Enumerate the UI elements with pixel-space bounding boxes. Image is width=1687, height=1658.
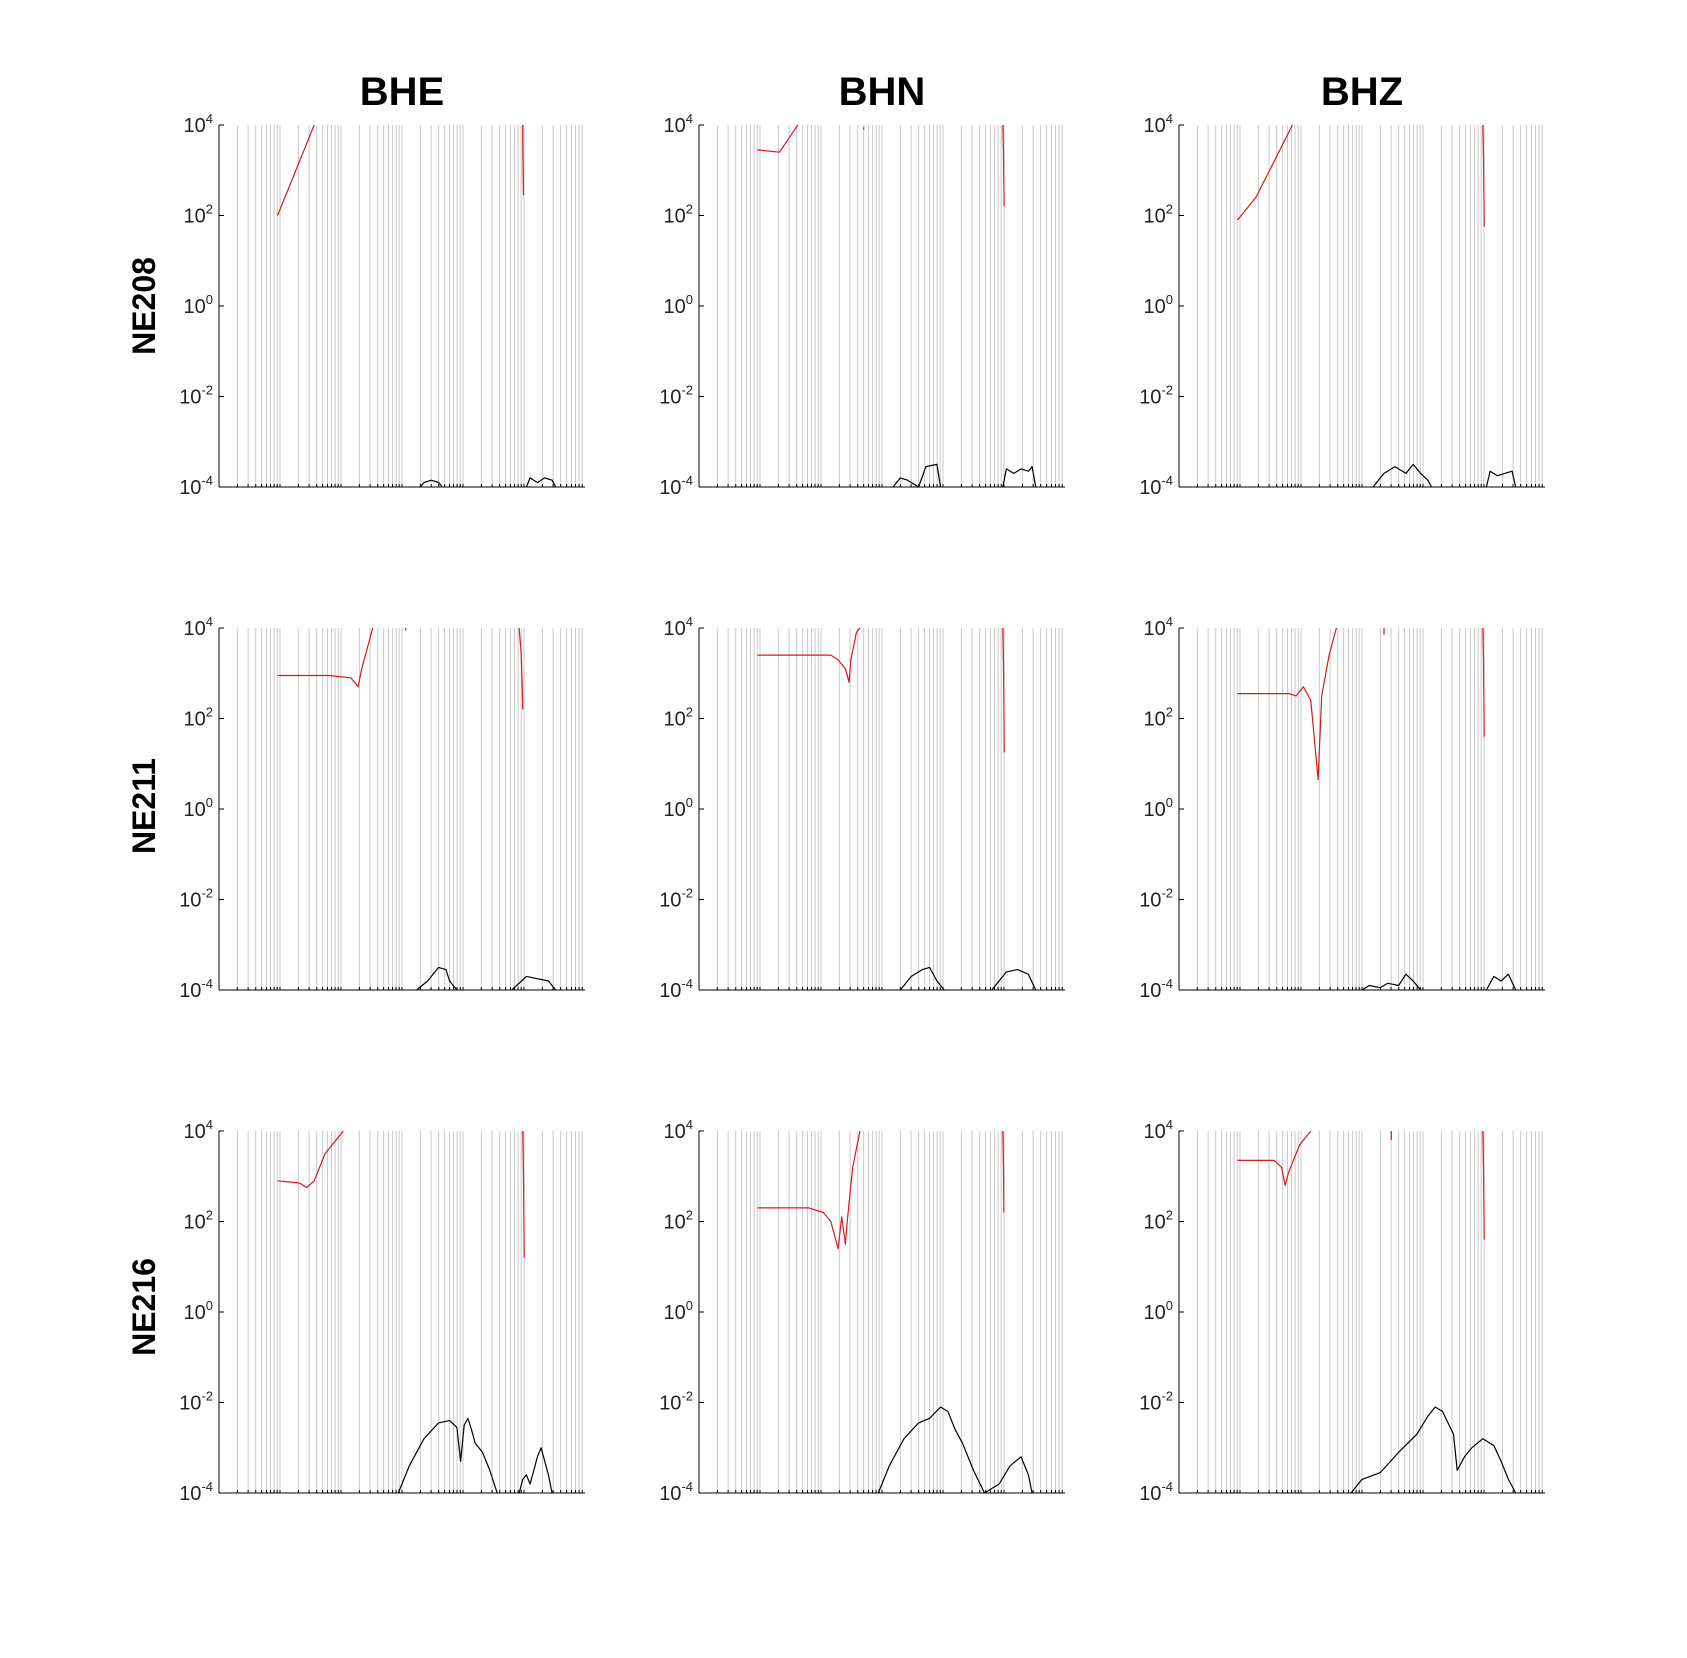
- panel-ne211-bhz: 104 102 100 10-2 10-4: [1139, 614, 1545, 1002]
- red-series-line: [757, 1130, 861, 1250]
- y-tick-label: 102: [1144, 705, 1173, 731]
- black-series-line: [397, 1417, 498, 1494]
- row-label-ne208: NE208: [126, 257, 162, 355]
- red-series-line: [518, 627, 524, 710]
- y-tick-label: 104: [664, 1117, 693, 1143]
- black-series-line: [984, 1456, 1033, 1494]
- black-series-line: [525, 477, 557, 488]
- red-series-line: [1002, 124, 1005, 207]
- red-series-line: [277, 627, 374, 688]
- red-series-line: [277, 1130, 344, 1189]
- y-tick-label: 102: [184, 705, 213, 731]
- y-tick-label: 100: [1144, 795, 1173, 821]
- y-tick-label: 104: [664, 111, 693, 137]
- black-series-line: [511, 975, 557, 991]
- black-series-line: [419, 479, 443, 488]
- black-series-line: [991, 968, 1037, 991]
- red-series-line: [1237, 124, 1294, 221]
- y-tick-label: 102: [664, 202, 693, 228]
- panel-ne211-bhn: 104 102 100 10-2 10-4: [659, 614, 1065, 1002]
- y-tick-label: 104: [664, 614, 693, 640]
- red-series-line: [1237, 1130, 1312, 1186]
- y-tick-label: 10-4: [1139, 976, 1173, 1002]
- red-series-line: [1482, 1130, 1485, 1240]
- y-tick-label: 102: [664, 705, 693, 731]
- y-tick-label: 100: [664, 292, 693, 318]
- red-series-line: [522, 125, 525, 196]
- panel-ne211-bhe: 104 102 100 10-2 10-4: [179, 614, 585, 1002]
- red-series-line: [757, 124, 799, 153]
- column-title-bhe: BHE: [359, 70, 445, 114]
- y-tick-label: 100: [1144, 292, 1173, 318]
- black-series-line: [1485, 470, 1517, 488]
- row-label-ne211: NE211: [126, 757, 162, 855]
- black-series-line: [1002, 466, 1037, 488]
- y-tick-label: 10-2: [179, 886, 213, 912]
- y-tick-label: 104: [184, 614, 213, 640]
- y-tick-label: 100: [1144, 1298, 1173, 1324]
- black-series-line: [1372, 463, 1433, 488]
- y-tick-label: 10-2: [659, 1389, 693, 1415]
- y-tick-label: 10-4: [659, 1479, 693, 1505]
- y-tick-label: 10-2: [659, 886, 693, 912]
- y-tick-label: 10-4: [1139, 473, 1173, 499]
- y-tick-label: 100: [664, 795, 693, 821]
- black-series-line: [1350, 1406, 1517, 1494]
- red-series-line: [1237, 627, 1337, 781]
- red-series-line: [1482, 627, 1485, 737]
- y-tick-label: 10-2: [1139, 886, 1173, 912]
- red-series-line: [277, 124, 315, 216]
- y-tick-label: 10-4: [1139, 1479, 1173, 1505]
- y-tick-label: 10-4: [179, 1479, 213, 1505]
- panel-ne216-bhn: 104 102 100 10-2 10-4: [659, 1117, 1065, 1505]
- y-tick-label: 104: [1144, 614, 1173, 640]
- y-tick-label: 102: [1144, 202, 1173, 228]
- y-tick-label: 102: [184, 202, 213, 228]
- black-series-line: [1485, 973, 1517, 991]
- black-series-line: [899, 966, 945, 991]
- y-tick-label: 104: [1144, 111, 1173, 137]
- y-tick-label: 104: [1144, 1117, 1173, 1143]
- black-series-line: [877, 1406, 986, 1494]
- red-series-line: [757, 627, 861, 683]
- column-title-bhn: BHN: [838, 70, 926, 114]
- y-tick-label: 10-2: [659, 383, 693, 409]
- column-title-bhz: BHZ: [1320, 70, 1404, 114]
- red-series-line: [1482, 124, 1485, 227]
- y-tick-label: 10-2: [1139, 383, 1173, 409]
- black-series-line: [892, 463, 942, 488]
- y-tick-label: 10-4: [659, 473, 693, 499]
- y-tick-label: 10-2: [179, 383, 213, 409]
- red-series-line: [522, 1130, 525, 1258]
- y-tick-label: 100: [664, 1298, 693, 1324]
- black-series-line: [518, 1447, 553, 1494]
- y-tick-label: 100: [184, 292, 213, 318]
- y-tick-label: 10-4: [659, 976, 693, 1002]
- y-tick-label: 10-4: [179, 976, 213, 1002]
- y-tick-label: 104: [184, 111, 213, 137]
- y-tick-label: 104: [184, 1117, 213, 1143]
- y-tick-label: 100: [184, 1298, 213, 1324]
- y-tick-label: 100: [184, 795, 213, 821]
- panel-ne208-bhe: 104 102 100 10-2 10-4: [179, 111, 585, 499]
- panel-ne216-bhz: 104 102 100 10-2 10-4: [1139, 1117, 1545, 1505]
- y-tick-label: 10-2: [1139, 1389, 1173, 1415]
- red-series-line: [1002, 627, 1005, 753]
- y-tick-label: 10-4: [179, 473, 213, 499]
- row-label-ne216: NE216: [126, 1258, 162, 1356]
- y-tick-label: 102: [664, 1208, 693, 1234]
- y-tick-label: 102: [1144, 1208, 1173, 1234]
- panel-ne208-bhn: 104 102 100 10-2 10-4: [659, 111, 1065, 499]
- y-tick-label: 10-2: [179, 1389, 213, 1415]
- red-series-line: [1002, 1130, 1005, 1213]
- black-series-line: [416, 966, 458, 991]
- panel-ne208-bhz: 104 102 100 10-2 10-4: [1139, 111, 1545, 499]
- black-series-line: [1361, 973, 1422, 991]
- panel-ne216-bhe: 104 102 100 10-2 10-4: [179, 1117, 585, 1505]
- y-tick-label: 102: [184, 1208, 213, 1234]
